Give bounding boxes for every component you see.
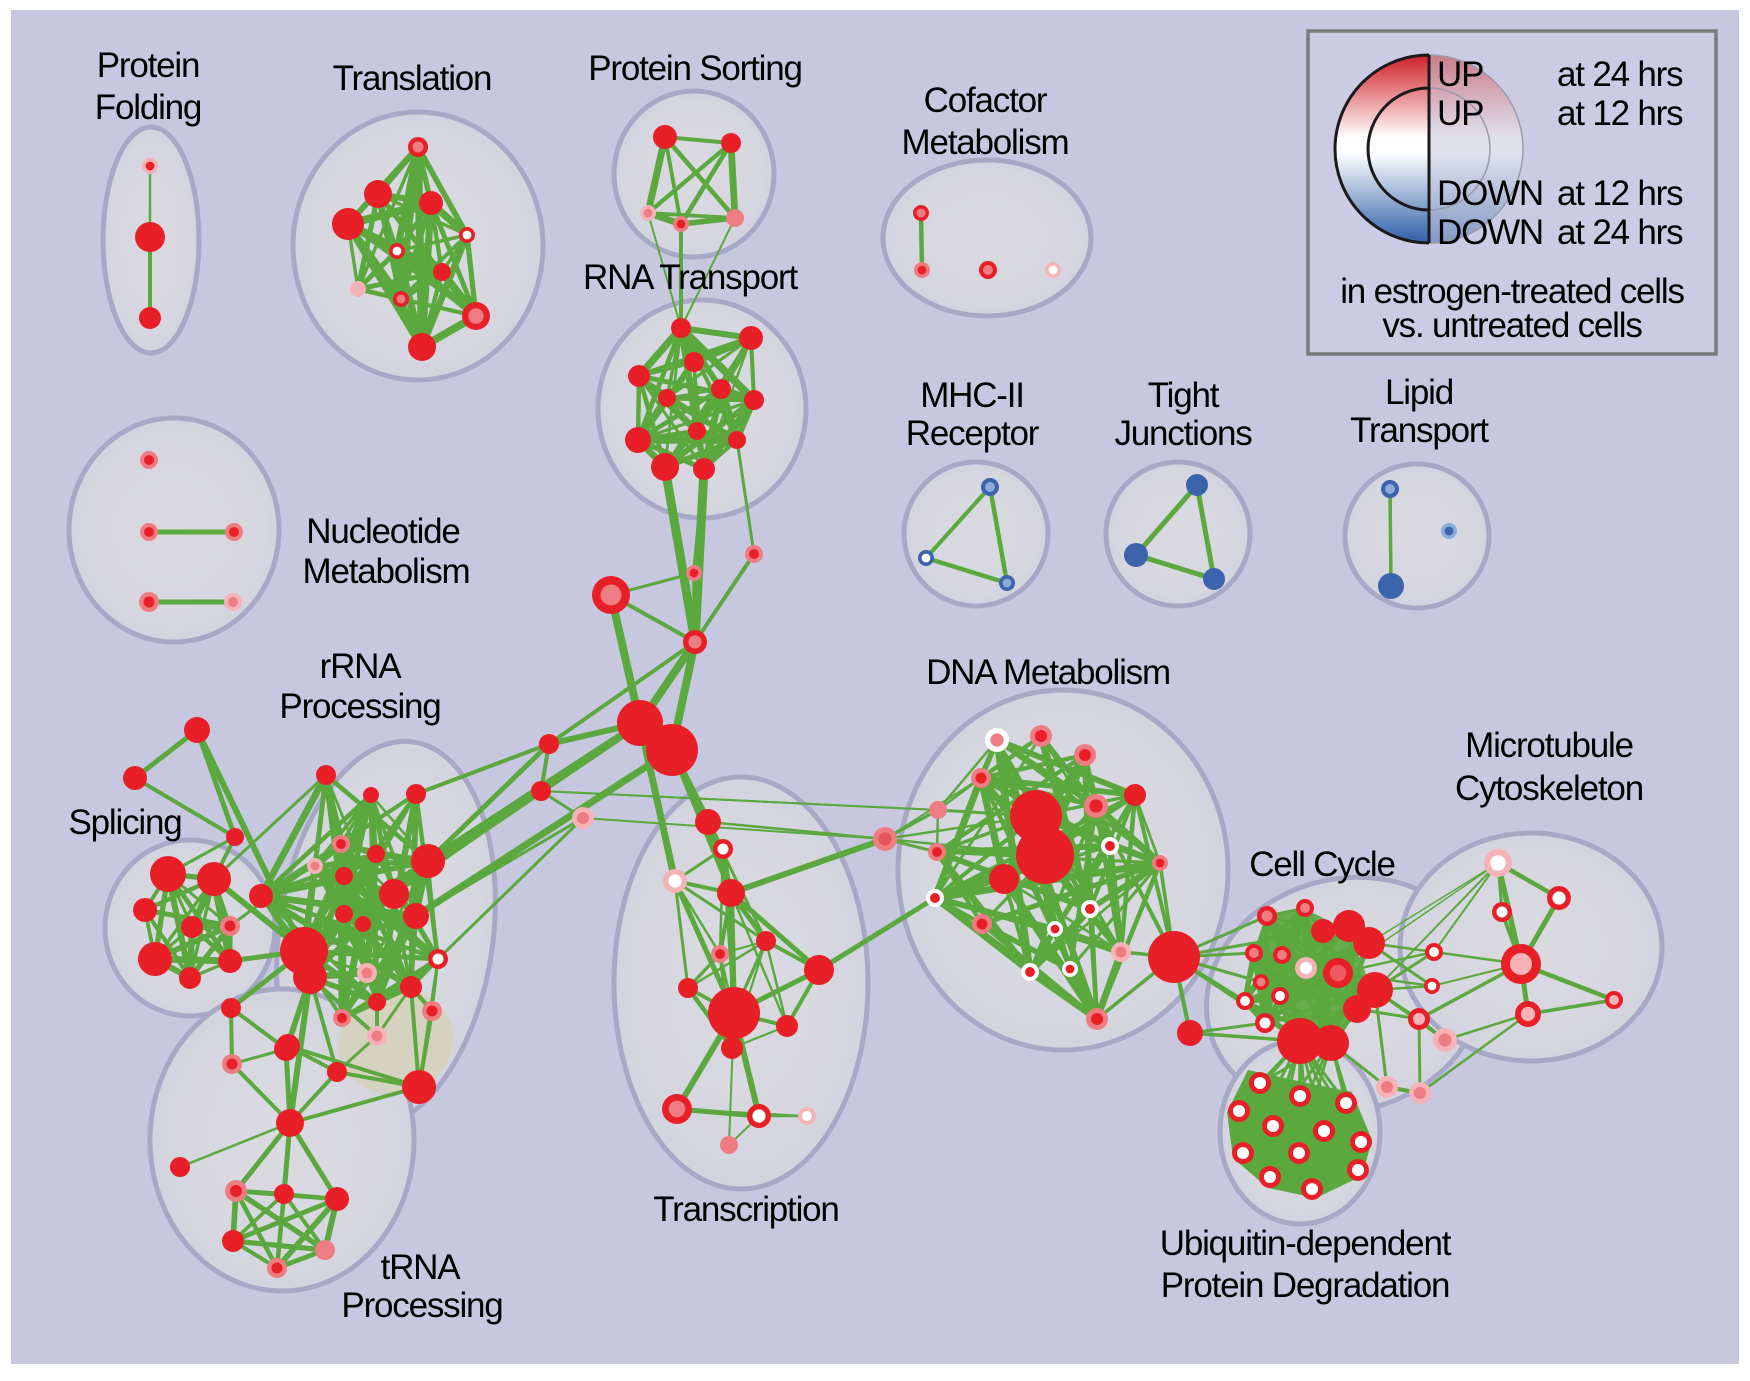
svg-text:Protein Sorting: Protein Sorting xyxy=(588,49,802,88)
svg-text:Splicing: Splicing xyxy=(69,803,182,842)
svg-text:UP: UP xyxy=(1437,94,1483,133)
svg-text:UP: UP xyxy=(1437,55,1483,94)
svg-text:DNA Metabolism: DNA Metabolism xyxy=(926,653,1170,692)
svg-text:Metabolism: Metabolism xyxy=(303,552,470,591)
svg-text:Metabolism: Metabolism xyxy=(902,123,1069,162)
svg-text:Lipid: Lipid xyxy=(1385,373,1453,412)
svg-text:at 12 hrs: at 12 hrs xyxy=(1557,174,1683,213)
svg-text:in estrogen-treated cells: in estrogen-treated cells xyxy=(1340,272,1684,311)
svg-text:Microtubule: Microtubule xyxy=(1465,726,1633,765)
svg-text:Nucleotide: Nucleotide xyxy=(306,512,459,551)
svg-text:Ubiquitin-dependent: Ubiquitin-dependent xyxy=(1160,1224,1452,1263)
svg-text:Cell Cycle: Cell Cycle xyxy=(1249,845,1395,884)
svg-text:Folding: Folding xyxy=(95,88,201,127)
svg-text:Transport: Transport xyxy=(1350,411,1489,450)
svg-text:Cofactor: Cofactor xyxy=(924,81,1048,120)
svg-text:Processing: Processing xyxy=(341,1286,502,1325)
svg-text:tRNA: tRNA xyxy=(381,1248,462,1287)
svg-text:DOWN: DOWN xyxy=(1437,213,1543,252)
svg-text:DOWN: DOWN xyxy=(1437,174,1543,213)
svg-text:at 24 hrs: at 24 hrs xyxy=(1557,213,1683,252)
svg-text:Receptor: Receptor xyxy=(906,414,1040,453)
svg-text:Cytoskeleton: Cytoskeleton xyxy=(1455,769,1643,808)
svg-text:Protein: Protein xyxy=(97,46,200,85)
svg-text:at 12 hrs: at 12 hrs xyxy=(1557,94,1683,133)
svg-text:RNA Transport: RNA Transport xyxy=(583,258,798,297)
svg-text:Translation: Translation xyxy=(333,59,492,98)
svg-text:Tight: Tight xyxy=(1148,376,1220,415)
svg-text:vs. untreated cells: vs. untreated cells xyxy=(1382,306,1642,345)
svg-text:Protein Degradation: Protein Degradation xyxy=(1161,1266,1450,1305)
svg-text:Transcription: Transcription xyxy=(653,1190,838,1229)
svg-text:MHC-II: MHC-II xyxy=(920,376,1024,415)
svg-text:Processing: Processing xyxy=(279,687,440,726)
svg-text:Junctions: Junctions xyxy=(1114,414,1252,453)
svg-text:at 24 hrs: at 24 hrs xyxy=(1557,55,1683,94)
svg-text:rRNA: rRNA xyxy=(320,647,403,686)
